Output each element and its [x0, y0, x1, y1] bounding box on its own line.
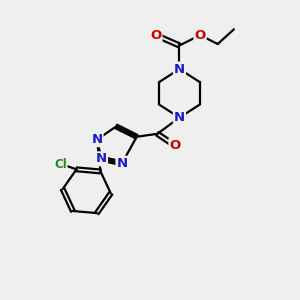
Text: O: O — [169, 139, 181, 152]
Text: N: N — [96, 152, 107, 165]
Text: N: N — [174, 111, 185, 124]
Text: Cl: Cl — [54, 158, 67, 171]
Text: N: N — [92, 133, 103, 146]
Text: O: O — [150, 29, 161, 42]
Text: N: N — [116, 157, 128, 170]
Text: N: N — [174, 62, 185, 76]
Text: O: O — [194, 29, 206, 42]
